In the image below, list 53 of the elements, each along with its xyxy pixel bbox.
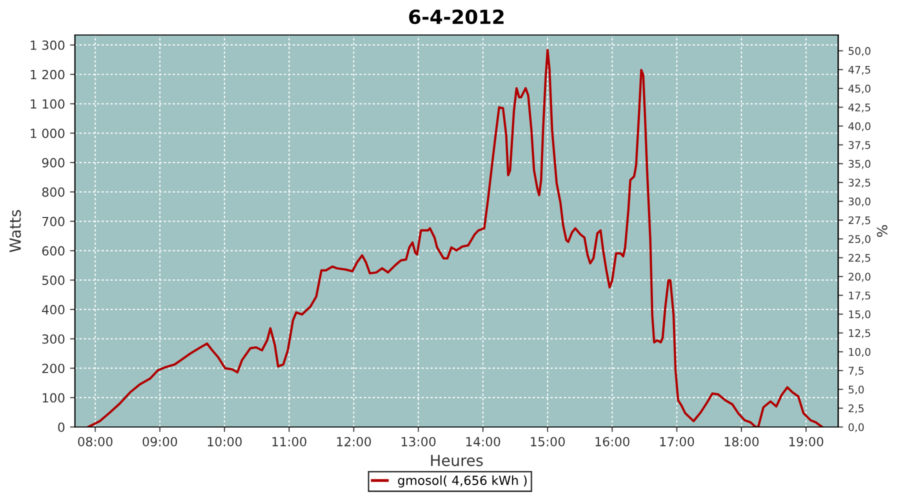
y-tick-label: 200 <box>42 364 64 374</box>
x-tick-label: 11:00 <box>272 436 306 446</box>
y2-tick-label: 12,5 <box>849 329 870 338</box>
y2-tick-label: 5,0 <box>848 386 864 395</box>
y2-tick-label: 30,0 <box>848 198 870 206</box>
y2-tick-label: 45,0 <box>848 84 870 94</box>
y2-tick-label: 37,5 <box>848 141 870 150</box>
x-axis-title: Heures <box>431 454 483 466</box>
y2-tick-label: 2,5 <box>848 404 864 414</box>
y-tick-label: 800 <box>42 187 64 197</box>
y-tick-label: 300 <box>42 334 64 344</box>
legend-label: gmosol( 4,656 kWh ) <box>398 475 527 488</box>
y2-tick-label: 0,0 <box>848 423 864 432</box>
y2-tick-label: 17,5 <box>849 292 870 300</box>
y2-tick-label: 32,5 <box>848 178 870 188</box>
y-tick-label: 1 000 <box>30 128 64 138</box>
y2-tick-label: 47,5 <box>848 66 870 75</box>
y-tick-label: 100 <box>42 393 64 403</box>
x-tick-label: 16:00 <box>596 436 630 446</box>
x-tick-label: 09:00 <box>142 436 178 446</box>
y-axis-title: Watts <box>10 210 21 252</box>
x-tick-label: 12:00 <box>337 436 371 446</box>
x-tick-label: 15:00 <box>530 436 565 446</box>
y-tick-label: 1 100 <box>30 99 64 109</box>
x-tick-label: 18:00 <box>724 436 759 446</box>
y2-tick-label: 42,5 <box>848 103 870 112</box>
y2-axis-title: % <box>876 225 888 237</box>
x-tick-label: 08:00 <box>78 436 112 446</box>
y2-tick-label: 40,0 <box>848 122 870 132</box>
y2-tick-label: 7,5 <box>848 366 864 376</box>
y-tick-label: 700 <box>42 216 64 226</box>
y2-tick-label: 22,5 <box>848 254 870 263</box>
y2-tick-label: 15,0 <box>849 310 870 320</box>
y2-tick-label: 10,0 <box>849 348 870 357</box>
x-tick-label: 13:00 <box>402 436 436 446</box>
y-tick-label: 1 300 <box>30 40 64 50</box>
x-tick-label: 17:00 <box>660 436 694 446</box>
y2-tick-label: 50,0 <box>848 47 870 56</box>
chart-title: 6-4-2012 <box>409 9 504 24</box>
y-tick-label: 500 <box>42 276 64 285</box>
y-tick-label: 0 <box>58 422 64 432</box>
x-tick-label: 10:00 <box>208 436 242 446</box>
y2-tick-label: 20,0 <box>848 272 870 282</box>
y-tick-label: 1 200 <box>30 70 64 80</box>
y2-tick-label: 27,5 <box>848 216 870 226</box>
y-tick-label: 600 <box>42 246 64 256</box>
y-tick-label: 400 <box>42 304 64 314</box>
y2-tick-label: 35,0 <box>848 160 870 169</box>
y2-tick-label: 25,0 <box>848 235 870 244</box>
y-tick-label: 900 <box>42 158 64 168</box>
line-series <box>87 48 824 427</box>
x-tick-label: 19:00 <box>789 436 824 446</box>
x-tick-label: 14:00 <box>466 436 500 446</box>
